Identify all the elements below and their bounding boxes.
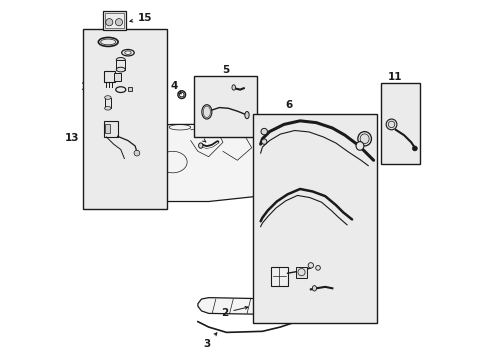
Bar — [296, 267, 306, 278]
Circle shape — [134, 150, 140, 156]
Text: 6: 6 — [285, 100, 292, 110]
Circle shape — [411, 146, 416, 151]
Text: 19: 19 — [81, 105, 102, 121]
Bar — [113, 73, 121, 81]
Text: 20: 20 — [130, 134, 151, 156]
Text: 11: 11 — [387, 72, 402, 82]
Circle shape — [105, 19, 113, 26]
Ellipse shape — [104, 96, 111, 99]
Ellipse shape — [357, 132, 371, 146]
Text: 7: 7 — [193, 130, 205, 142]
Ellipse shape — [315, 266, 320, 270]
Ellipse shape — [116, 58, 125, 62]
Ellipse shape — [116, 67, 125, 72]
Bar — [105, 125, 109, 134]
Text: 12: 12 — [380, 93, 394, 108]
Bar — [104, 13, 124, 28]
Bar — [381, 83, 419, 164]
Ellipse shape — [307, 263, 313, 268]
Text: 18: 18 — [132, 90, 152, 103]
Ellipse shape — [231, 85, 235, 90]
Ellipse shape — [104, 107, 111, 110]
Text: 8: 8 — [236, 76, 244, 89]
Text: 2: 2 — [221, 306, 247, 318]
Text: 15: 15 — [130, 13, 152, 23]
Bar — [102, 12, 126, 30]
Text: 4: 4 — [170, 81, 181, 94]
Bar — [83, 30, 167, 209]
Bar — [104, 98, 111, 108]
Ellipse shape — [386, 119, 396, 130]
Text: 3: 3 — [203, 333, 216, 349]
Bar — [128, 87, 131, 91]
Text: 17: 17 — [81, 79, 101, 92]
Text: 16: 16 — [134, 46, 154, 56]
Polygon shape — [112, 125, 280, 202]
Bar — [104, 121, 117, 137]
Ellipse shape — [198, 143, 203, 148]
Bar — [116, 60, 125, 69]
Text: 5: 5 — [222, 64, 229, 75]
Text: 10: 10 — [304, 289, 320, 305]
Bar — [104, 71, 115, 82]
Ellipse shape — [355, 141, 363, 150]
Polygon shape — [198, 298, 351, 316]
Ellipse shape — [261, 129, 267, 135]
Text: 13: 13 — [65, 133, 80, 143]
Circle shape — [115, 19, 122, 26]
Ellipse shape — [261, 139, 266, 144]
Ellipse shape — [202, 105, 211, 119]
Text: 9: 9 — [266, 284, 277, 299]
Bar — [194, 76, 257, 137]
Ellipse shape — [312, 285, 316, 291]
Bar — [271, 267, 287, 286]
Text: 1: 1 — [97, 162, 127, 172]
Text: 14: 14 — [84, 35, 105, 45]
Ellipse shape — [244, 112, 249, 119]
Bar — [253, 114, 376, 323]
